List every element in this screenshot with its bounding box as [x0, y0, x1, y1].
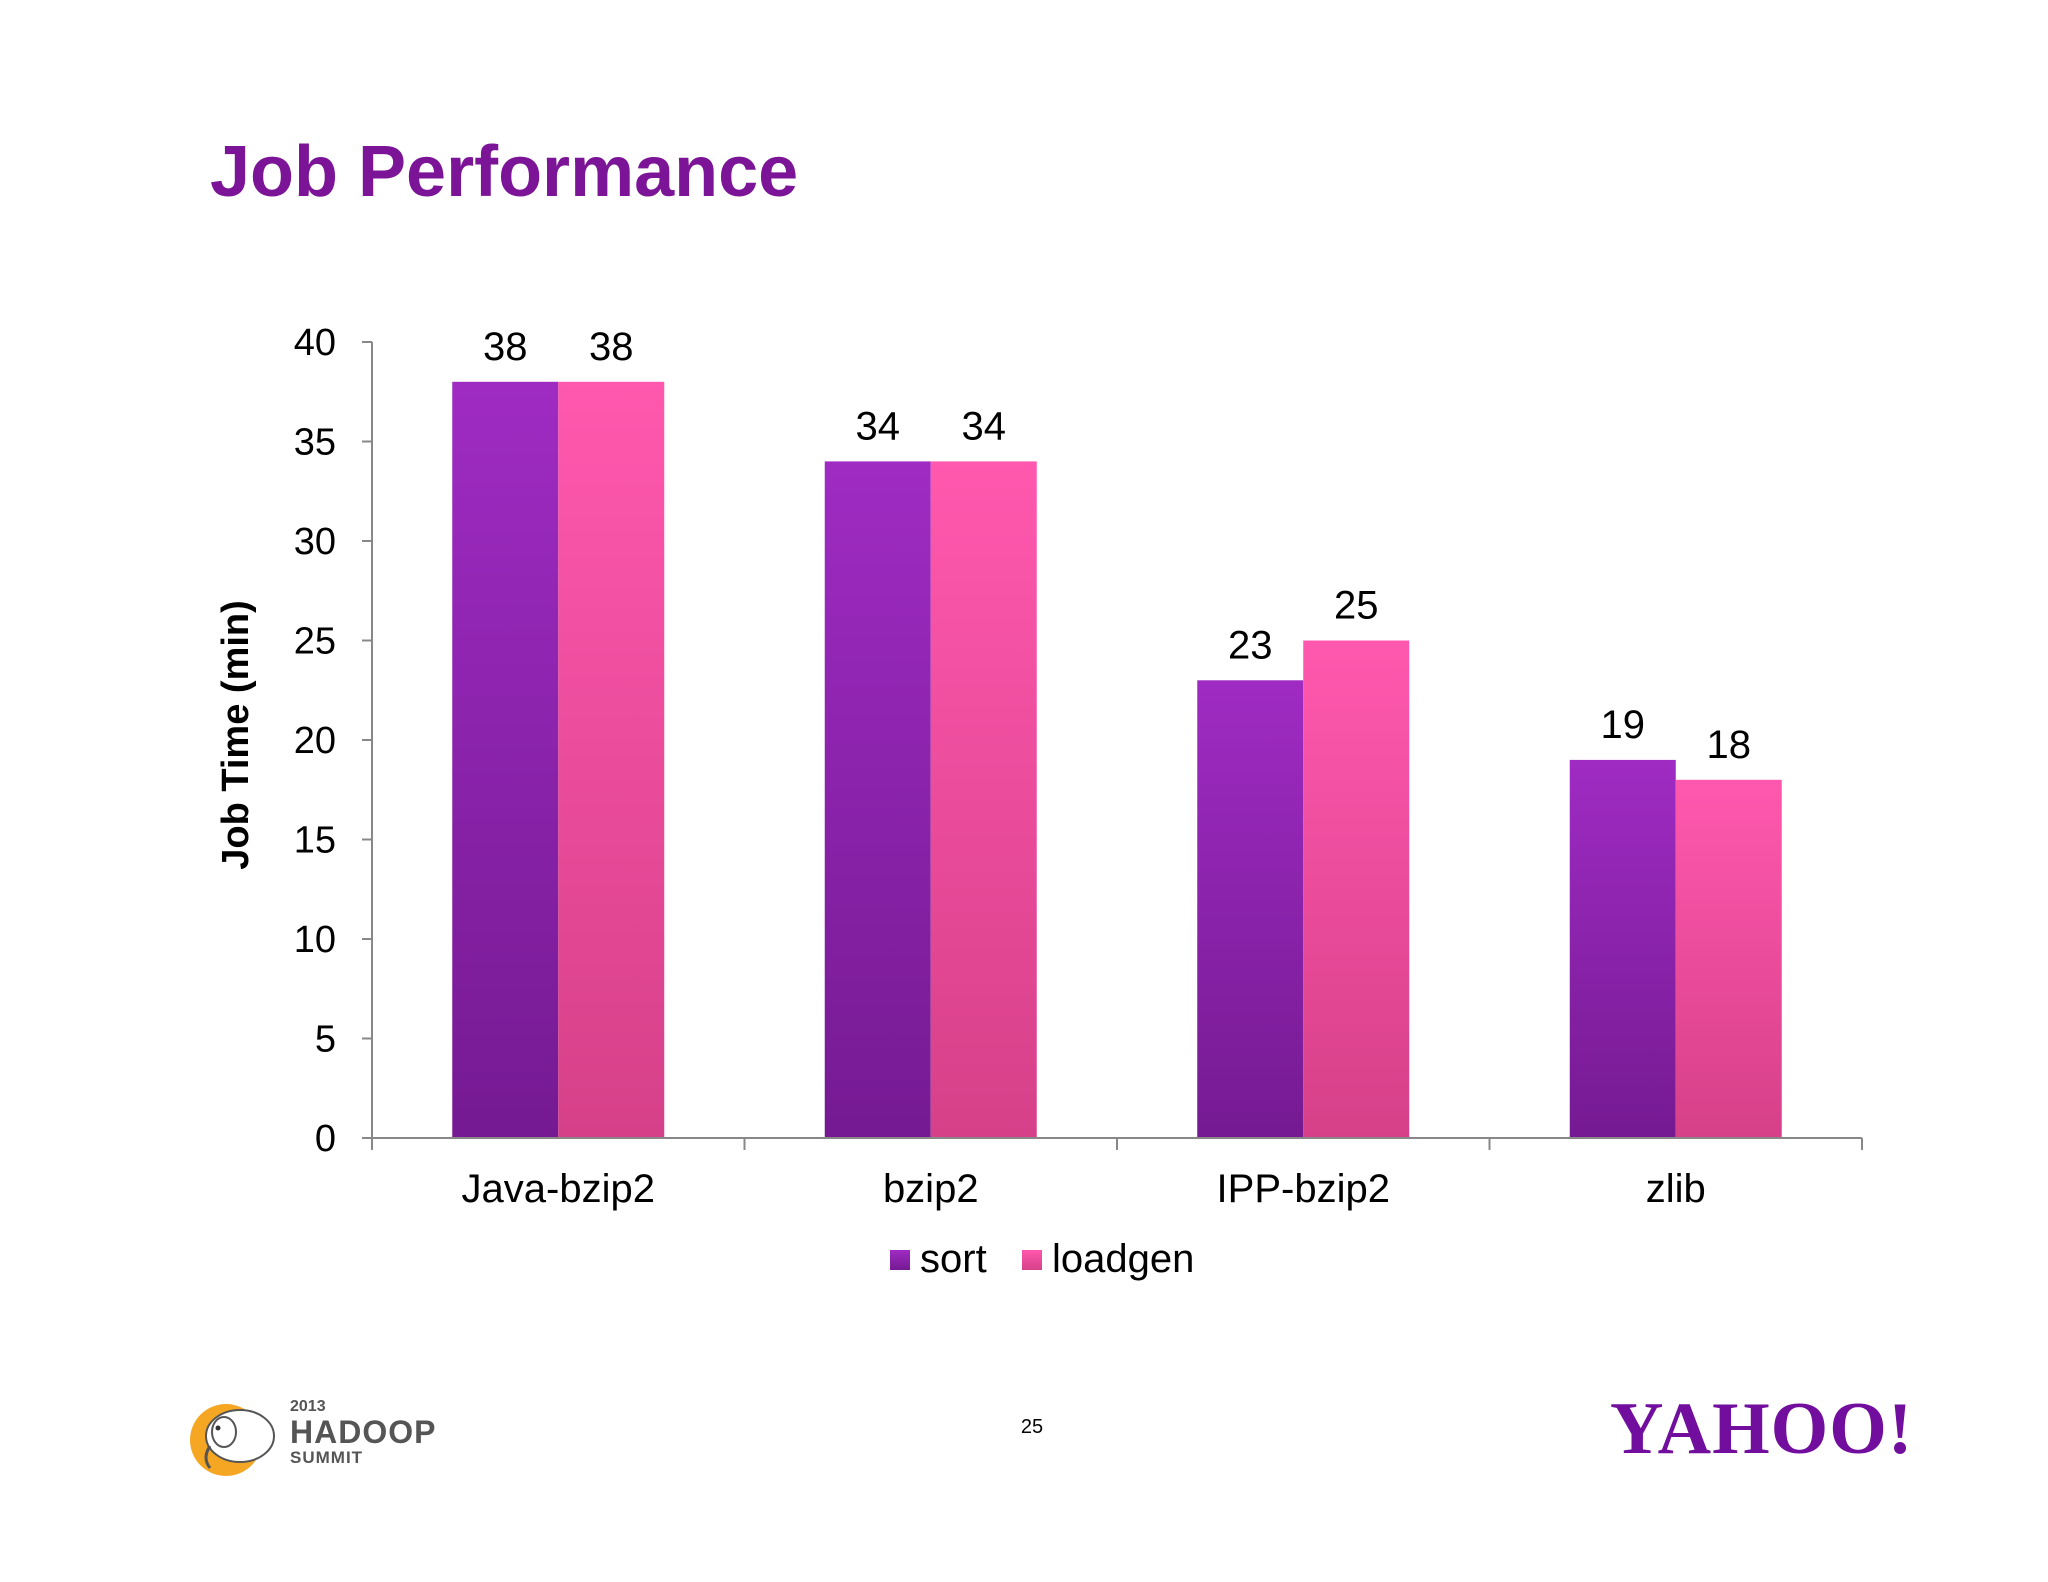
- data-label: 38: [483, 325, 528, 369]
- y-tick-label: 10: [294, 919, 336, 961]
- data-label: 19: [1601, 703, 1646, 747]
- hadoop-summit: SUMMIT: [290, 1448, 364, 1467]
- data-label: 18: [1707, 723, 1752, 767]
- data-label: 34: [962, 404, 1007, 448]
- bar-loadgen-ipp-bzip2: [1303, 640, 1410, 1138]
- hadoop-year: 2013: [290, 1398, 326, 1415]
- x-tick-label: bzip2: [883, 1167, 979, 1211]
- legend-label-loadgen: loadgen: [1052, 1237, 1194, 1281]
- y-axis-label: Job Time (min): [215, 600, 257, 870]
- legend-label-sort: sort: [920, 1237, 987, 1281]
- y-tick-label: 35: [294, 422, 336, 464]
- y-tick-label: 25: [294, 621, 336, 663]
- yahoo-logo: YAHOO!: [1610, 1388, 1914, 1470]
- legend-swatch-sort: [890, 1250, 910, 1270]
- data-label: 25: [1334, 584, 1379, 628]
- legend-swatch-loadgen: [1022, 1250, 1042, 1270]
- y-tick-label: 30: [294, 521, 336, 563]
- bar-sort-ipp-bzip2: [1197, 680, 1304, 1138]
- x-tick-label: Java-bzip2: [462, 1167, 655, 1211]
- bar-sort-zlib: [1569, 759, 1676, 1138]
- y-tick-label: 20: [294, 720, 336, 762]
- legend: sort loadgen: [890, 1237, 1194, 1281]
- x-tick-label: IPP-bzip2: [1217, 1167, 1390, 1211]
- y-tick-label: 0: [315, 1118, 336, 1160]
- slide-title: Job Performance: [210, 132, 799, 212]
- hadoop-summit-wordmark: 2013 HADOOP SUMMIT: [290, 1398, 436, 1468]
- y-tick-label: 15: [294, 820, 336, 862]
- y-tick-label: 40: [294, 322, 336, 364]
- bar-sort-java-bzip2: [452, 381, 559, 1138]
- hadoop-summit-logo: [188, 1388, 428, 1488]
- data-label: 38: [589, 325, 634, 369]
- bar-loadgen-bzip2: [930, 461, 1037, 1138]
- data-label: 34: [856, 404, 901, 448]
- y-tick-label: 5: [315, 1019, 336, 1061]
- x-tick-label: zlib: [1646, 1167, 1706, 1211]
- hadoop-name: HADOOP: [290, 1414, 437, 1450]
- bar-loadgen-zlib: [1675, 779, 1782, 1138]
- bar-loadgen-java-bzip2: [558, 381, 665, 1138]
- data-label: 23: [1228, 623, 1273, 667]
- page-number: 25: [1020, 1416, 1044, 1438]
- bar-sort-bzip2: [824, 461, 931, 1138]
